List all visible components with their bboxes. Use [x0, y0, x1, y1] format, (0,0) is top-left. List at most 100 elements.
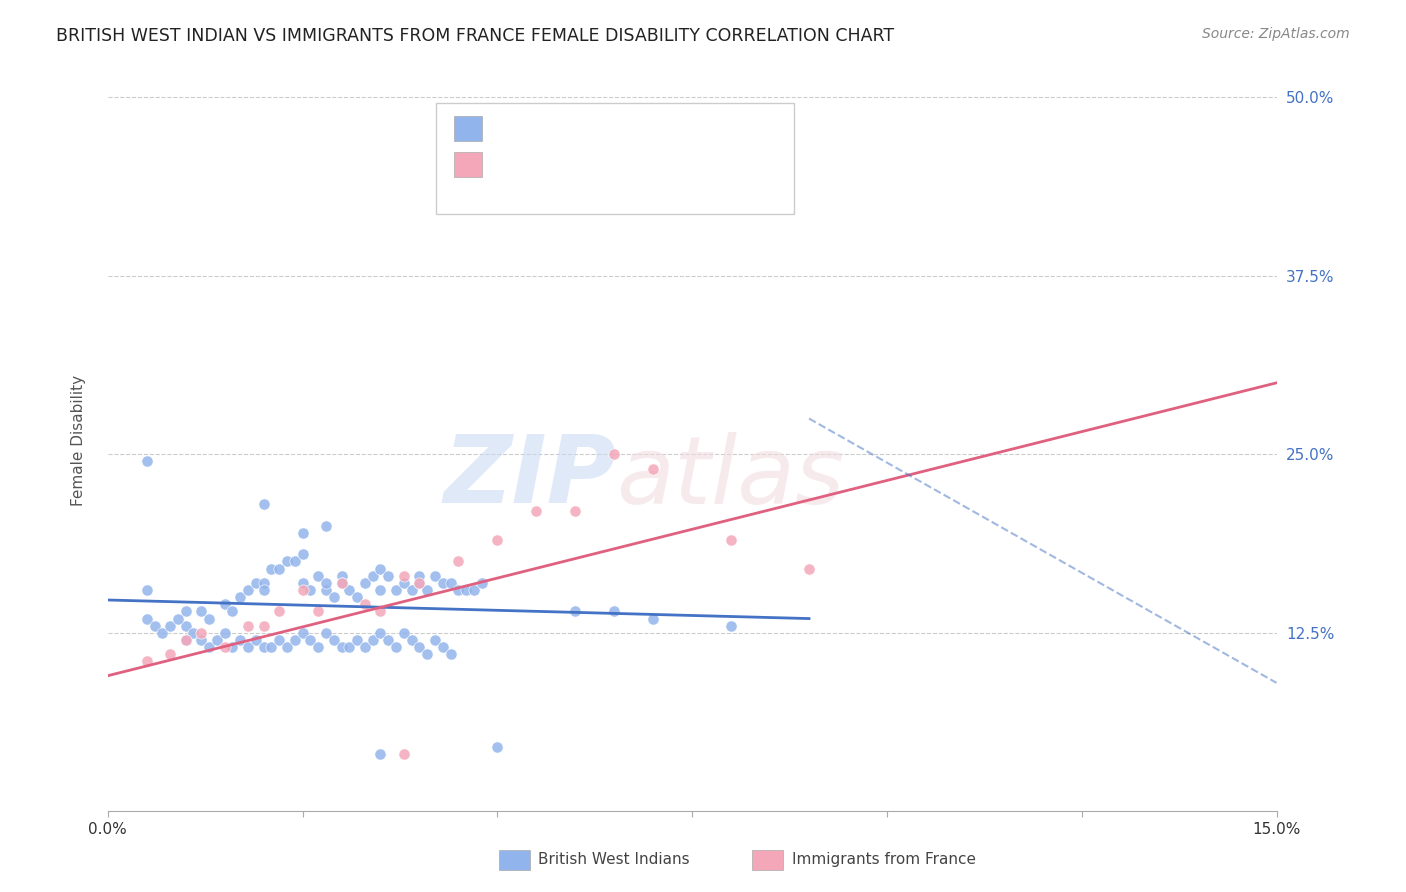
Point	[370, 582, 392, 597]
Point	[307, 640, 329, 654]
Point	[307, 604, 329, 618]
Point	[214, 640, 236, 654]
Point	[245, 575, 267, 590]
Point	[322, 590, 344, 604]
Point	[135, 454, 157, 468]
Point	[252, 640, 274, 654]
Point	[174, 618, 197, 632]
Point	[486, 533, 509, 547]
Point	[330, 568, 353, 582]
Point	[432, 575, 454, 590]
Point	[416, 648, 439, 662]
Text: BRITISH WEST INDIAN VS IMMIGRANTS FROM FRANCE FEMALE DISABILITY CORRELATION CHAR: BRITISH WEST INDIAN VS IMMIGRANTS FROM F…	[56, 27, 894, 45]
Y-axis label: Female Disability: Female Disability	[72, 375, 86, 506]
Point	[299, 582, 322, 597]
Point	[221, 640, 243, 654]
Point	[408, 640, 430, 654]
Point	[150, 625, 173, 640]
Point	[486, 740, 509, 755]
Point	[269, 632, 291, 647]
Point	[439, 648, 461, 662]
Point	[408, 575, 430, 590]
Point	[214, 597, 236, 611]
Text: Immigrants from France: Immigrants from France	[792, 853, 976, 867]
Point	[291, 525, 314, 540]
Point	[658, 176, 681, 190]
Point	[392, 625, 415, 640]
Point	[370, 625, 392, 640]
Text: N =: N =	[626, 120, 662, 137]
Point	[198, 611, 221, 625]
Text: 0.616: 0.616	[538, 155, 591, 173]
Point	[564, 604, 586, 618]
Point	[370, 561, 392, 575]
Point	[252, 497, 274, 511]
Point	[603, 447, 626, 461]
Point	[603, 604, 626, 618]
Point	[392, 568, 415, 582]
Point	[260, 561, 283, 575]
Point	[135, 655, 157, 669]
Point	[252, 582, 274, 597]
Point	[229, 590, 252, 604]
Point	[143, 618, 166, 632]
Point	[385, 582, 408, 597]
Point	[183, 625, 205, 640]
Point	[401, 632, 423, 647]
Point	[315, 625, 337, 640]
Point	[159, 618, 181, 632]
Point	[159, 648, 181, 662]
Point	[330, 575, 353, 590]
Point	[337, 640, 360, 654]
Point	[291, 625, 314, 640]
Text: R =: R =	[489, 155, 530, 173]
Text: British West Indians: British West Indians	[538, 853, 690, 867]
Point	[456, 582, 478, 597]
Point	[245, 632, 267, 647]
Point	[167, 611, 190, 625]
Text: N =: N =	[626, 155, 662, 173]
Point	[408, 568, 430, 582]
Point	[447, 554, 470, 568]
Point	[229, 632, 252, 647]
Point	[346, 590, 368, 604]
Point	[432, 640, 454, 654]
Point	[370, 747, 392, 762]
Point	[252, 575, 274, 590]
Point	[269, 604, 291, 618]
Point	[260, 640, 283, 654]
Point	[337, 582, 360, 597]
Point	[174, 632, 197, 647]
Point	[346, 632, 368, 647]
Point	[315, 575, 337, 590]
Point	[361, 632, 384, 647]
Text: atlas: atlas	[616, 432, 845, 523]
Text: ZIP: ZIP	[443, 431, 616, 523]
Point	[471, 575, 494, 590]
Point	[135, 582, 157, 597]
Text: -0.140: -0.140	[538, 120, 598, 137]
Point	[291, 575, 314, 590]
Point	[236, 618, 259, 632]
Point	[291, 547, 314, 561]
Text: R =: R =	[489, 120, 526, 137]
Point	[416, 582, 439, 597]
Point	[401, 582, 423, 597]
Point	[643, 611, 665, 625]
Text: Source: ZipAtlas.com: Source: ZipAtlas.com	[1202, 27, 1350, 41]
Point	[252, 618, 274, 632]
Point	[385, 640, 408, 654]
Point	[720, 533, 742, 547]
Point	[291, 582, 314, 597]
Point	[135, 611, 157, 625]
Point	[354, 575, 377, 590]
Point	[221, 604, 243, 618]
Text: 25: 25	[671, 155, 693, 173]
Point	[299, 632, 322, 647]
Point	[330, 575, 353, 590]
Point	[174, 604, 197, 618]
Point	[284, 554, 307, 568]
Point	[330, 640, 353, 654]
Point	[524, 504, 547, 518]
Point	[361, 568, 384, 582]
